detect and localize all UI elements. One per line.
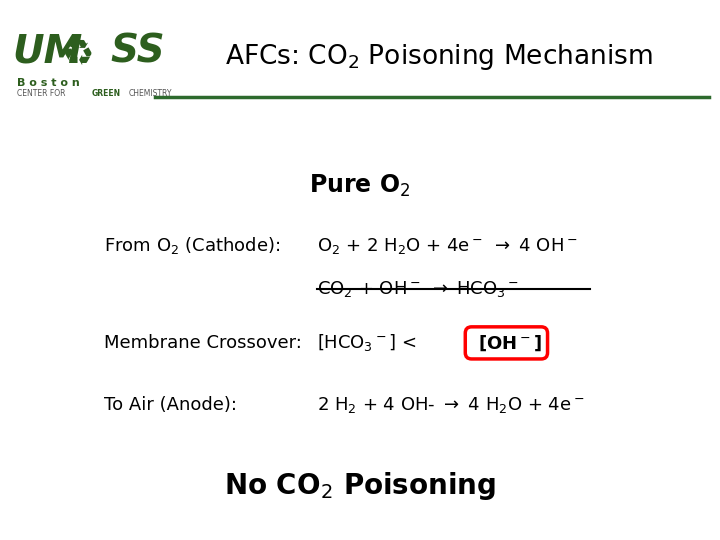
- Text: [OH$^-$]: [OH$^-$]: [472, 333, 541, 353]
- Text: Pure O$_2$: Pure O$_2$: [310, 173, 410, 199]
- Text: SS: SS: [110, 32, 165, 70]
- Text: ♻: ♻: [62, 38, 94, 72]
- Text: From O$_2$ (Cathode):: From O$_2$ (Cathode):: [104, 235, 281, 256]
- Text: To Air (Anode):: To Air (Anode):: [104, 396, 238, 414]
- Text: CENTER FOR: CENTER FOR: [17, 89, 65, 98]
- Text: Membrane Crossover:: Membrane Crossover:: [104, 334, 302, 352]
- Text: No CO$_2$ Poisoning: No CO$_2$ Poisoning: [224, 470, 496, 502]
- Text: CO$_2$ + OH$^-$ $\rightarrow$ HCO$_3$$^-$: CO$_2$ + OH$^-$ $\rightarrow$ HCO$_3$$^-…: [317, 279, 519, 299]
- Text: [HCO$_3$$^-$] <: [HCO$_3$$^-$] <: [317, 333, 416, 353]
- Text: B o s t o n: B o s t o n: [17, 78, 79, 88]
- Text: GREEN: GREEN: [91, 89, 120, 98]
- Text: O$_2$ + 2 H$_2$O + 4e$^-$ $\rightarrow$ 4 OH$^-$: O$_2$ + 2 H$_2$O + 4e$^-$ $\rightarrow$ …: [317, 235, 577, 256]
- Text: UM: UM: [13, 32, 83, 70]
- Text: AFCs: CO$_2$ Poisoning Mechanism: AFCs: CO$_2$ Poisoning Mechanism: [225, 42, 653, 72]
- Text: 2 H$_2$ + 4 OH- $\rightarrow$ 4 H$_2$O + 4e$^-$: 2 H$_2$ + 4 OH- $\rightarrow$ 4 H$_2$O +…: [317, 395, 584, 415]
- Text: CHEMISTRY: CHEMISTRY: [129, 89, 172, 98]
